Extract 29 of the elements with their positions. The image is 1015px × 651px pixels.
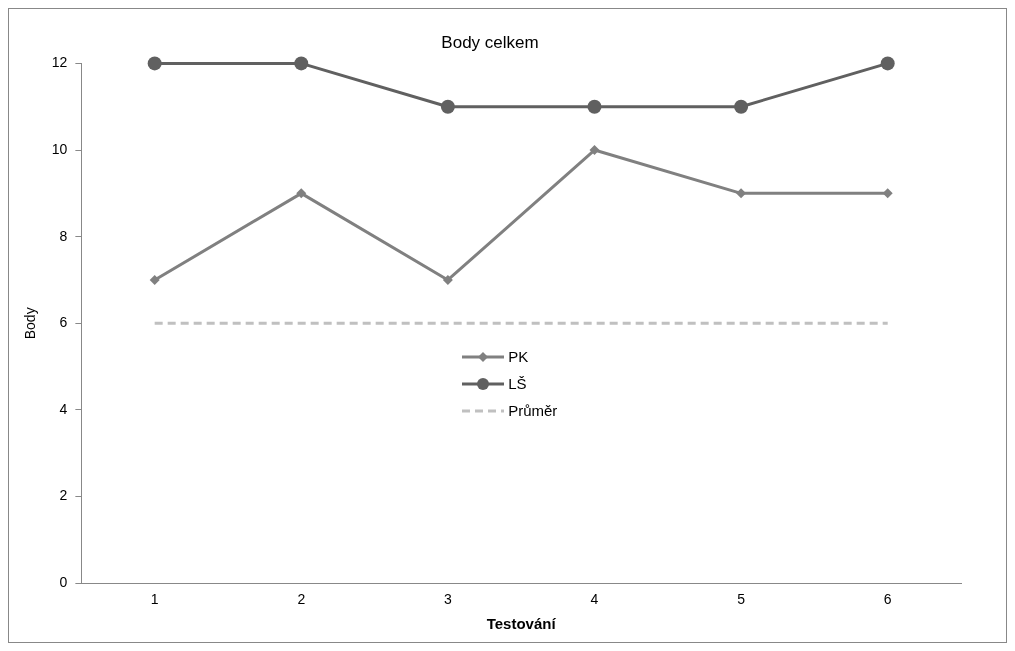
y-tick-label: 6	[59, 314, 68, 331]
point	[296, 188, 307, 199]
x-axis-title: Testování	[486, 615, 557, 633]
y-tick-label: 12	[51, 54, 68, 71]
legend-label: LŠ	[508, 375, 527, 393]
y-tick-label: 2	[59, 487, 68, 504]
point	[440, 99, 455, 114]
point	[880, 56, 895, 71]
x-tick-label: 5	[737, 591, 746, 608]
x-tick-label: 4	[590, 591, 599, 608]
y-tick-label: 8	[59, 227, 68, 244]
x-tick-label: 2	[297, 591, 306, 608]
point	[442, 274, 453, 285]
y-tick-label: 10	[51, 140, 68, 157]
legend-label: Průměr	[508, 402, 558, 420]
x-tick-label: 3	[443, 591, 452, 608]
x-tick-label: 1	[150, 591, 159, 608]
legend-label: PK	[508, 348, 529, 366]
point	[149, 274, 160, 285]
point	[587, 99, 602, 114]
x-tick-label: 6	[883, 591, 892, 608]
point	[734, 99, 749, 114]
point	[589, 145, 600, 156]
point	[147, 56, 162, 71]
y-tick-label: 0	[59, 574, 68, 591]
y-tick-label: 4	[59, 400, 68, 417]
point	[294, 56, 309, 71]
chart-title: Body celkem	[441, 32, 539, 52]
y-axis-title: Body	[22, 307, 39, 340]
